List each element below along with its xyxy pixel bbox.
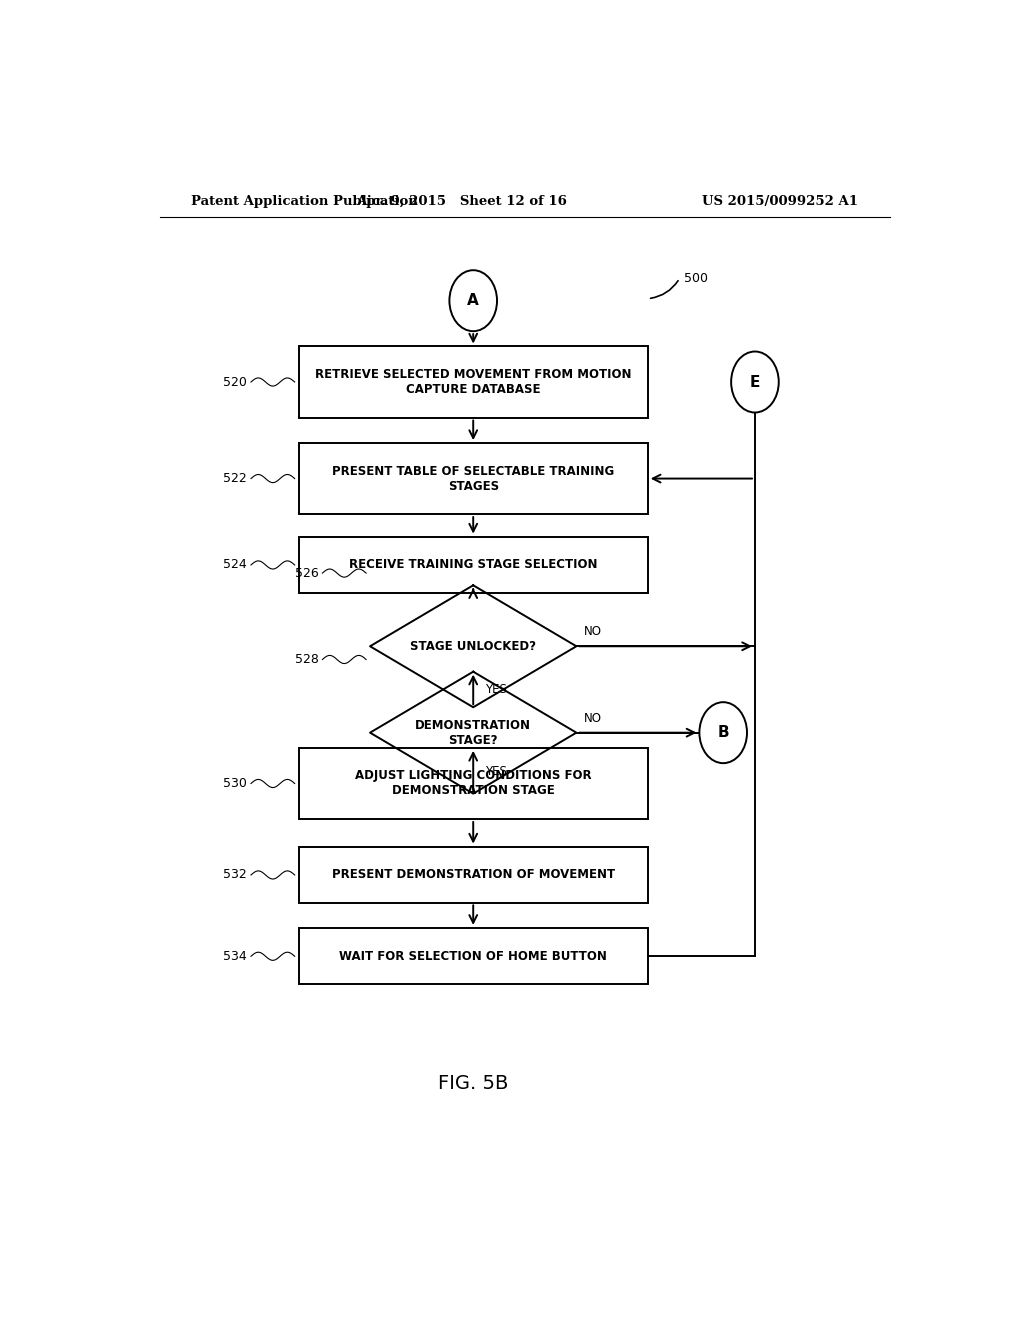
Circle shape [731,351,779,412]
Text: E: E [750,375,760,389]
Bar [299,928,648,985]
Text: YES: YES [485,764,507,777]
Text: 528: 528 [295,653,318,667]
Text: NO: NO [585,626,602,638]
Text: 520: 520 [223,375,247,388]
Text: STAGE UNLOCKED?: STAGE UNLOCKED? [411,640,537,653]
Text: 530: 530 [223,777,247,789]
Text: YES: YES [485,684,507,697]
Text: 534: 534 [223,950,247,962]
Text: 526: 526 [295,566,318,579]
Text: 532: 532 [223,869,247,882]
Text: 500: 500 [684,272,708,285]
Text: RETRIEVE SELECTED MOVEMENT FROM MOTION
CAPTURE DATABASE: RETRIEVE SELECTED MOVEMENT FROM MOTION C… [315,368,632,396]
Polygon shape [370,585,577,708]
Bar [299,748,648,818]
Text: FIG. 5B: FIG. 5B [438,1074,508,1093]
Text: ADJUST LIGHTING CONDITIONS FOR
DEMONSTRATION STAGE: ADJUST LIGHTING CONDITIONS FOR DEMONSTRA… [355,770,592,797]
Text: WAIT FOR SELECTION OF HOME BUTTON: WAIT FOR SELECTION OF HOME BUTTON [339,950,607,962]
Text: PRESENT DEMONSTRATION OF MOVEMENT: PRESENT DEMONSTRATION OF MOVEMENT [332,869,614,882]
Bar [299,444,648,515]
Text: RECEIVE TRAINING STAGE SELECTION: RECEIVE TRAINING STAGE SELECTION [349,558,597,572]
Bar [299,847,648,903]
Circle shape [450,271,497,331]
Text: Patent Application Publication: Patent Application Publication [191,194,418,207]
Text: NO: NO [585,711,602,725]
Text: 522: 522 [223,473,247,484]
Circle shape [699,702,748,763]
Polygon shape [370,672,577,793]
Text: B: B [718,725,729,741]
Bar [299,537,648,593]
Text: A: A [467,293,479,308]
Text: PRESENT TABLE OF SELECTABLE TRAINING
STAGES: PRESENT TABLE OF SELECTABLE TRAINING STA… [332,465,614,492]
Text: Apr. 9, 2015   Sheet 12 of 16: Apr. 9, 2015 Sheet 12 of 16 [356,194,566,207]
Text: DEMONSTRATION
STAGE?: DEMONSTRATION STAGE? [415,718,531,747]
Bar [299,346,648,417]
Text: 524: 524 [223,558,247,572]
Text: US 2015/0099252 A1: US 2015/0099252 A1 [702,194,858,207]
